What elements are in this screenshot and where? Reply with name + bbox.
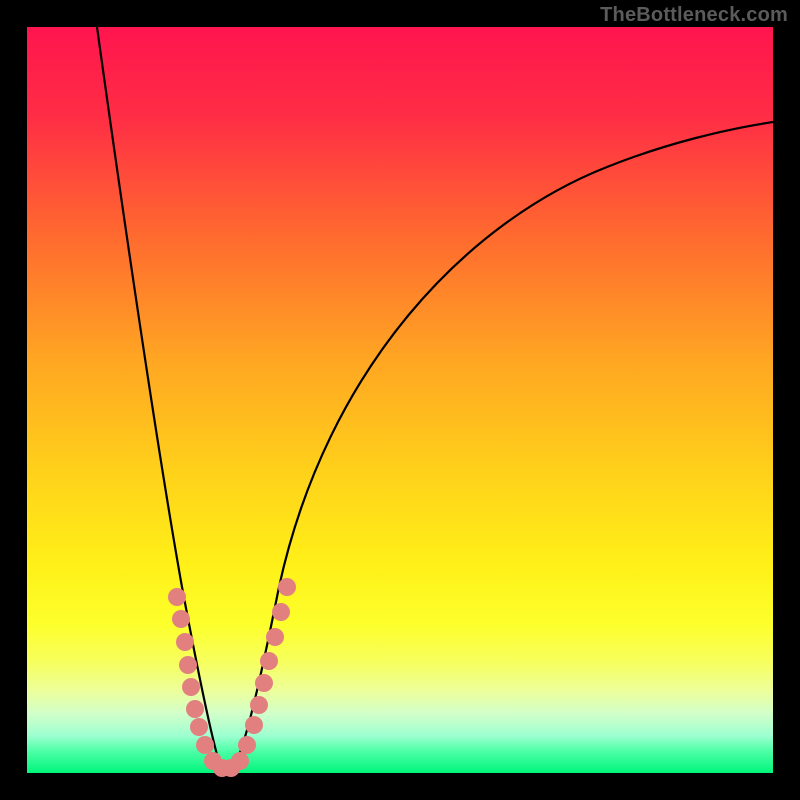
watermark-text: TheBottleneck.com — [600, 4, 788, 27]
plot-area — [27, 27, 773, 773]
gradient-background — [27, 27, 773, 773]
chart-frame: TheBottleneck.com — [0, 0, 800, 800]
